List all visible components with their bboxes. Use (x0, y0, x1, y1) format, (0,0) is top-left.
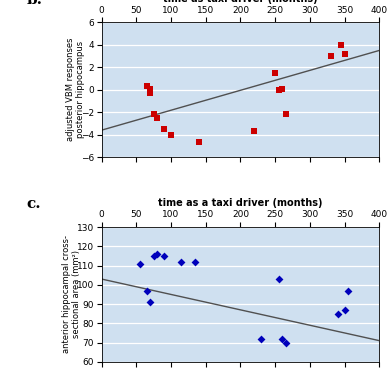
Text: c.: c. (27, 197, 41, 211)
Point (192, 259, 199, 265)
Point (276, 87, 282, 93)
Point (276, 276, 282, 282)
X-axis label: time as a taxi driver (months): time as a taxi driver (months) (158, 198, 323, 208)
Point (272, 70, 278, 76)
Point (196, 140, 202, 145)
Point (282, 339, 289, 345)
Point (143, 84, 150, 90)
Point (154, 115, 160, 121)
Point (279, 86, 285, 92)
Point (335, 311, 341, 317)
Point (282, 112, 289, 117)
Point (137, 261, 143, 267)
Point (161, 253, 167, 259)
Point (341, 307, 348, 313)
Point (341, 51, 348, 57)
Point (151, 112, 157, 117)
Point (168, 132, 174, 138)
Point (147, 299, 153, 305)
Point (161, 126, 167, 132)
Point (147, 90, 153, 96)
X-axis label: time as taxi driver (months): time as taxi driver (months) (163, 0, 318, 4)
Text: b.: b. (27, 0, 43, 7)
Point (345, 288, 351, 294)
Point (154, 251, 160, 257)
Point (178, 259, 185, 265)
Point (328, 53, 334, 59)
Point (258, 336, 264, 342)
Y-axis label: adjusted VBM responses
posterior hippocampus: adjusted VBM responses posterior hippoca… (66, 38, 85, 141)
Point (143, 288, 150, 294)
Point (338, 42, 344, 48)
Point (279, 336, 285, 342)
Point (151, 253, 157, 259)
Point (147, 86, 153, 92)
Y-axis label: anterior hippocampal cross-
sectional area (mm²): anterior hippocampal cross- sectional ar… (61, 235, 81, 354)
Point (251, 128, 257, 134)
